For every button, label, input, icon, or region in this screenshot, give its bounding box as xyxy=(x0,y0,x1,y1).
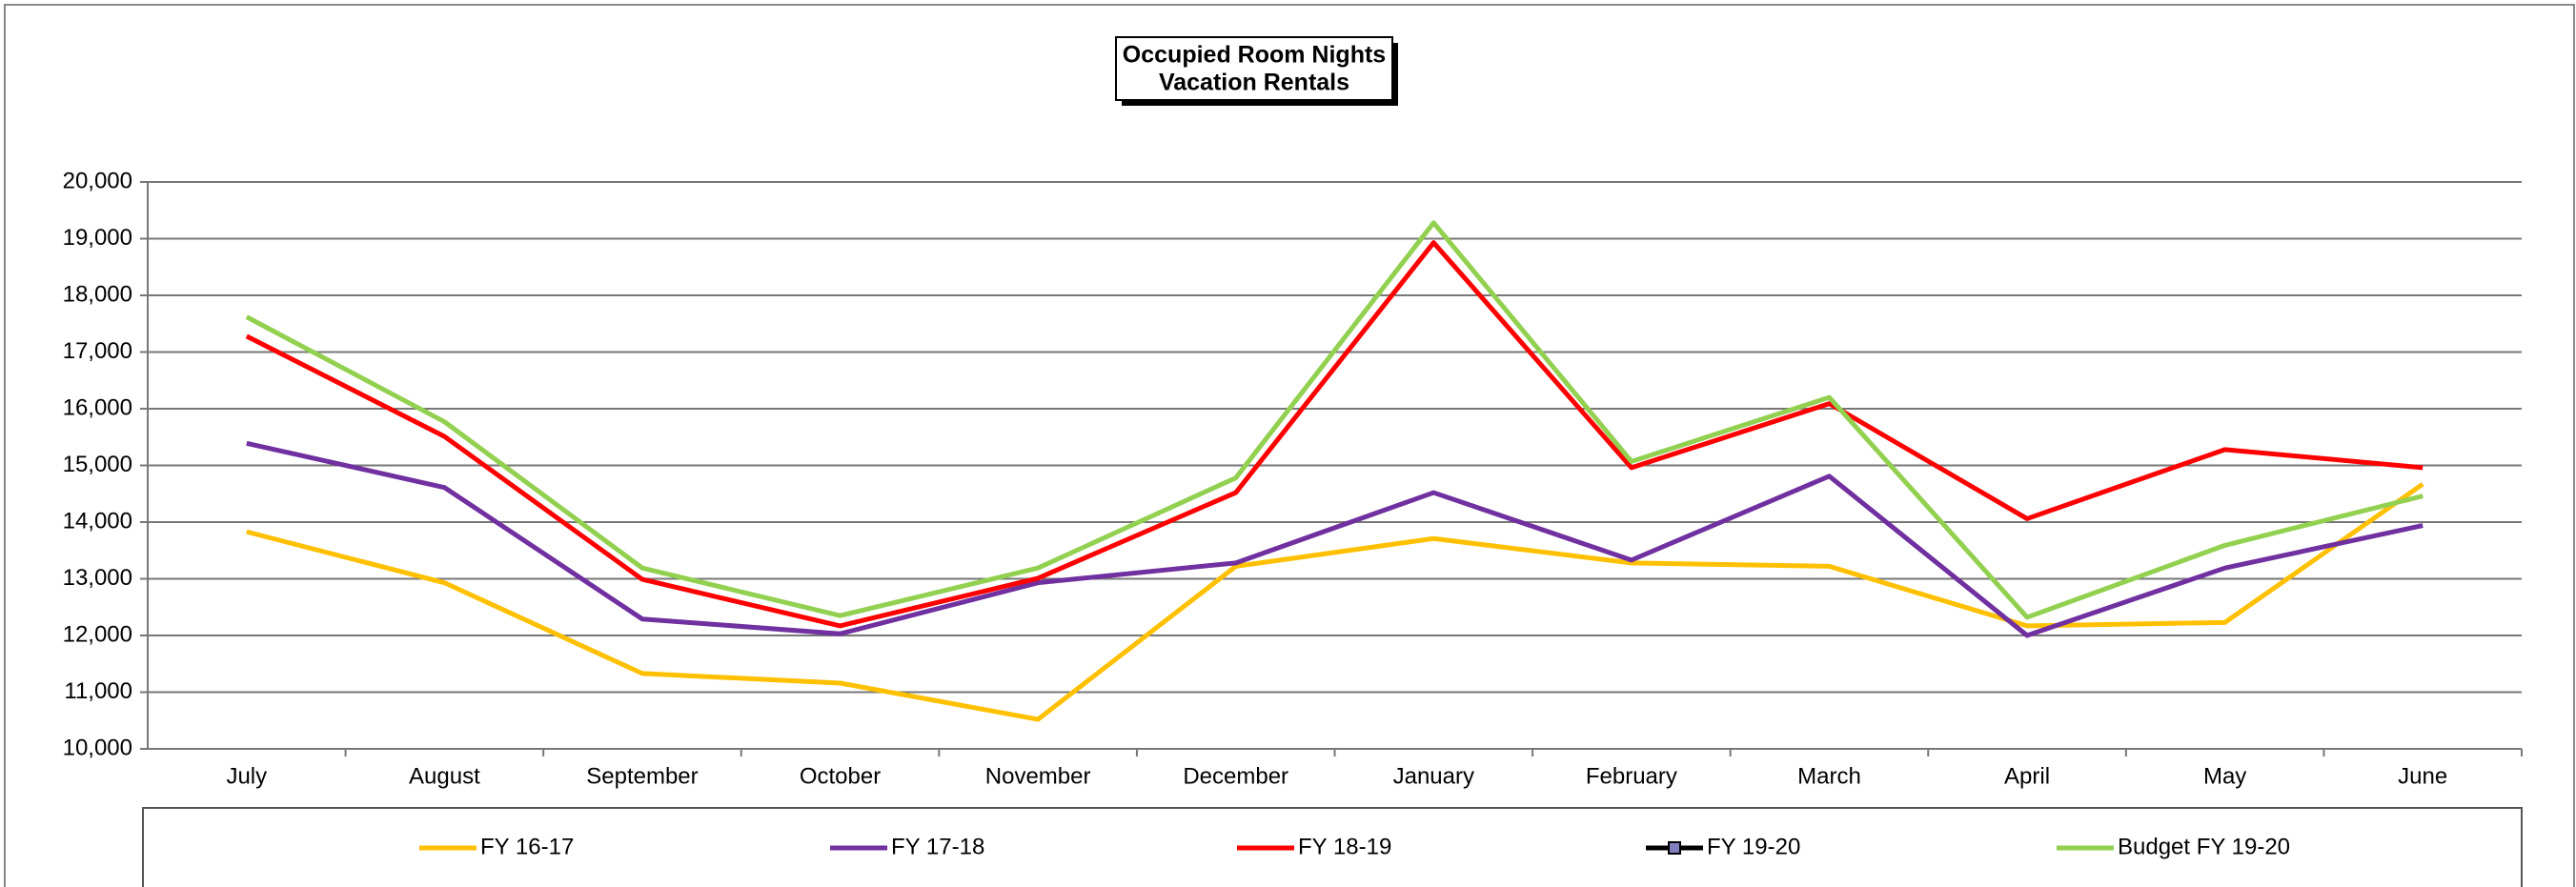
y-tick-label: 14,000 xyxy=(63,508,132,534)
y-tick-label: 12,000 xyxy=(63,621,132,647)
title-box xyxy=(1115,36,1393,101)
x-tick-label: May xyxy=(2203,763,2246,789)
x-tick-label: December xyxy=(1183,763,1288,789)
x-tick-label: October xyxy=(800,763,881,789)
series-line xyxy=(246,440,2424,638)
legend-label: FY 17-18 xyxy=(891,834,984,859)
y-tick-label: 11,000 xyxy=(64,678,132,704)
x-tick-label: September xyxy=(586,763,698,789)
y-tick-label: 16,000 xyxy=(63,394,132,420)
x-tick-label: January xyxy=(1393,763,1474,789)
legend-marker xyxy=(1668,841,1681,855)
series-line xyxy=(245,240,2424,629)
legend-box xyxy=(142,807,2523,887)
y-tick-label: 17,000 xyxy=(63,338,132,364)
legend-label: Budget FY 19-20 xyxy=(2118,834,2290,859)
y-tick-label: 20,000 xyxy=(63,168,132,193)
legend-label: FY 19-20 xyxy=(1707,834,1800,859)
x-tick-label: July xyxy=(226,763,267,789)
chart-border xyxy=(4,4,2575,887)
x-tick-label: November xyxy=(985,763,1091,789)
series-line xyxy=(245,220,2424,620)
x-tick-label: April xyxy=(2004,763,2050,789)
x-tick-label: February xyxy=(1586,763,1677,789)
y-tick-label: 13,000 xyxy=(63,565,132,591)
x-tick-label: June xyxy=(2398,763,2447,789)
chart-title: Occupied Room Nights xyxy=(1123,42,1386,69)
x-tick-label: August xyxy=(409,763,480,789)
legend-label: FY 16-17 xyxy=(480,834,574,859)
y-tick-label: 15,000 xyxy=(63,452,132,477)
y-tick-label: 18,000 xyxy=(63,281,132,307)
y-tick-label: 19,000 xyxy=(63,225,132,251)
legend-label: FY 18-19 xyxy=(1298,834,1391,859)
y-tick-label: 10,000 xyxy=(63,735,132,760)
x-tick-label: March xyxy=(1797,763,1861,789)
chart-subtitle: Vacation Rentals xyxy=(1159,70,1349,96)
